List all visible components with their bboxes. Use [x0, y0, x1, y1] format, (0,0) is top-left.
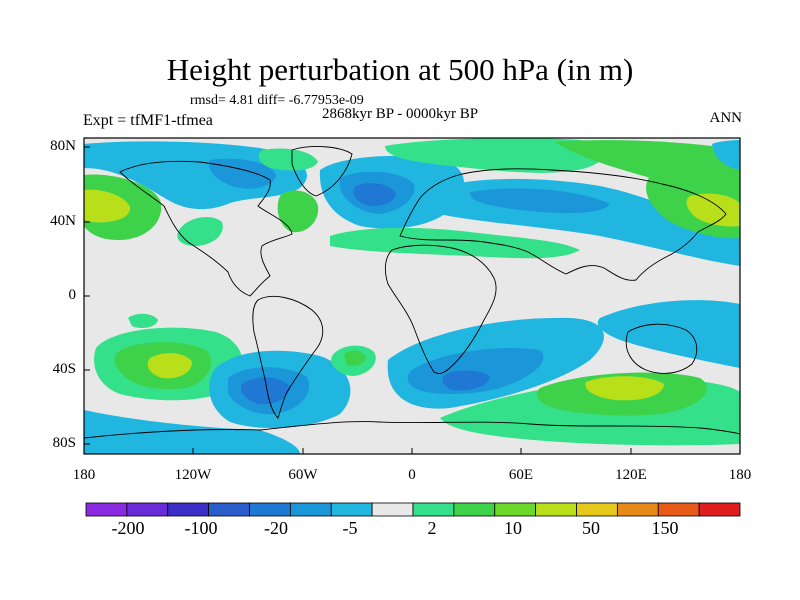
lon-label-120e: 120E — [615, 467, 647, 483]
colorbar-swatch — [85, 502, 128, 517]
negative-region — [712, 140, 740, 170]
colorbar-label: -20 — [264, 518, 288, 538]
negative-region — [469, 188, 610, 214]
negative-region — [407, 348, 544, 394]
stats-text: rmsd= 4.81 diff= -6.77953e-09 — [190, 93, 364, 108]
africa-outline — [384, 244, 497, 375]
colorbar-swatch — [535, 502, 577, 517]
colorbar-swatch — [657, 502, 700, 517]
antarctica-outline — [84, 421, 740, 439]
colorbar-swatch — [167, 502, 210, 517]
positive-region — [258, 148, 318, 171]
negative-region — [597, 300, 740, 368]
colorbar-swatch — [126, 502, 169, 517]
colorbar-label: -5 — [342, 518, 358, 538]
positive-region — [385, 138, 605, 173]
lon-label-0: 0 — [408, 467, 416, 483]
coastlines — [84, 146, 740, 439]
colorbar-swatch — [249, 502, 291, 517]
anomaly-field — [84, 138, 740, 454]
colorbar-label: 10 — [504, 518, 522, 538]
colorbar — [85, 502, 741, 517]
colorbar-swatch — [453, 502, 496, 517]
australia-outline — [625, 323, 698, 374]
positive-region — [147, 353, 192, 379]
positive-region — [344, 350, 366, 366]
greenland-outline — [291, 146, 353, 197]
negative-region — [84, 410, 300, 454]
positive-region — [277, 190, 319, 233]
lon-label-60w: 60W — [288, 467, 318, 483]
lon-label-180-east: 180 — [728, 467, 752, 483]
positive-region — [84, 189, 131, 223]
period-text: 2868kyr BP - 0000kyr BP — [322, 106, 479, 122]
colorbar-swatch — [289, 502, 332, 517]
colorbar-label: 2 — [427, 518, 437, 538]
positive-region — [330, 227, 580, 259]
map-title: Height perturbation at 500 hPa (in m) — [166, 52, 634, 87]
negative-region — [84, 141, 307, 210]
negative-region — [442, 370, 490, 391]
season-label: ANN — [709, 110, 743, 126]
lat-label-80s: 80S — [52, 435, 76, 451]
lat-label-40s: 40S — [52, 361, 76, 377]
positive-region — [177, 217, 223, 246]
axis-ticks — [83, 146, 741, 454]
colorbar-label: 50 — [582, 518, 600, 538]
positive-region — [128, 313, 158, 328]
lat-label-0: 0 — [68, 287, 77, 303]
colorbar-label: -100 — [184, 518, 218, 538]
lon-label-60e: 60E — [508, 467, 534, 483]
eurasia-outline — [399, 168, 727, 281]
colorbar-swatch — [698, 502, 741, 517]
north-america-outline — [119, 160, 293, 297]
colorbar-swatch — [371, 502, 414, 517]
colorbar-swatch — [576, 502, 618, 517]
colorbar-swatch — [494, 502, 537, 517]
colorbar-swatch — [208, 502, 250, 517]
colorbar-label: -200 — [111, 518, 145, 538]
lat-label-40n: 40N — [50, 213, 76, 229]
south-america-outline — [252, 296, 324, 419]
colorbar-swatch — [412, 502, 455, 517]
lon-label-120w: 120W — [174, 467, 212, 483]
negative-region — [240, 377, 290, 405]
positive-region — [585, 376, 664, 401]
lon-label-180-west: 180 — [72, 467, 96, 483]
colorbar-label: 150 — [651, 518, 679, 538]
colorbar-swatch — [616, 502, 659, 517]
negative-region — [353, 183, 396, 206]
colorbar-swatch — [330, 502, 373, 517]
lat-label-80n: 80N — [50, 138, 76, 154]
positive-region — [686, 193, 740, 227]
experiment-label: Expt = tfMF1-tfmea — [83, 112, 213, 129]
